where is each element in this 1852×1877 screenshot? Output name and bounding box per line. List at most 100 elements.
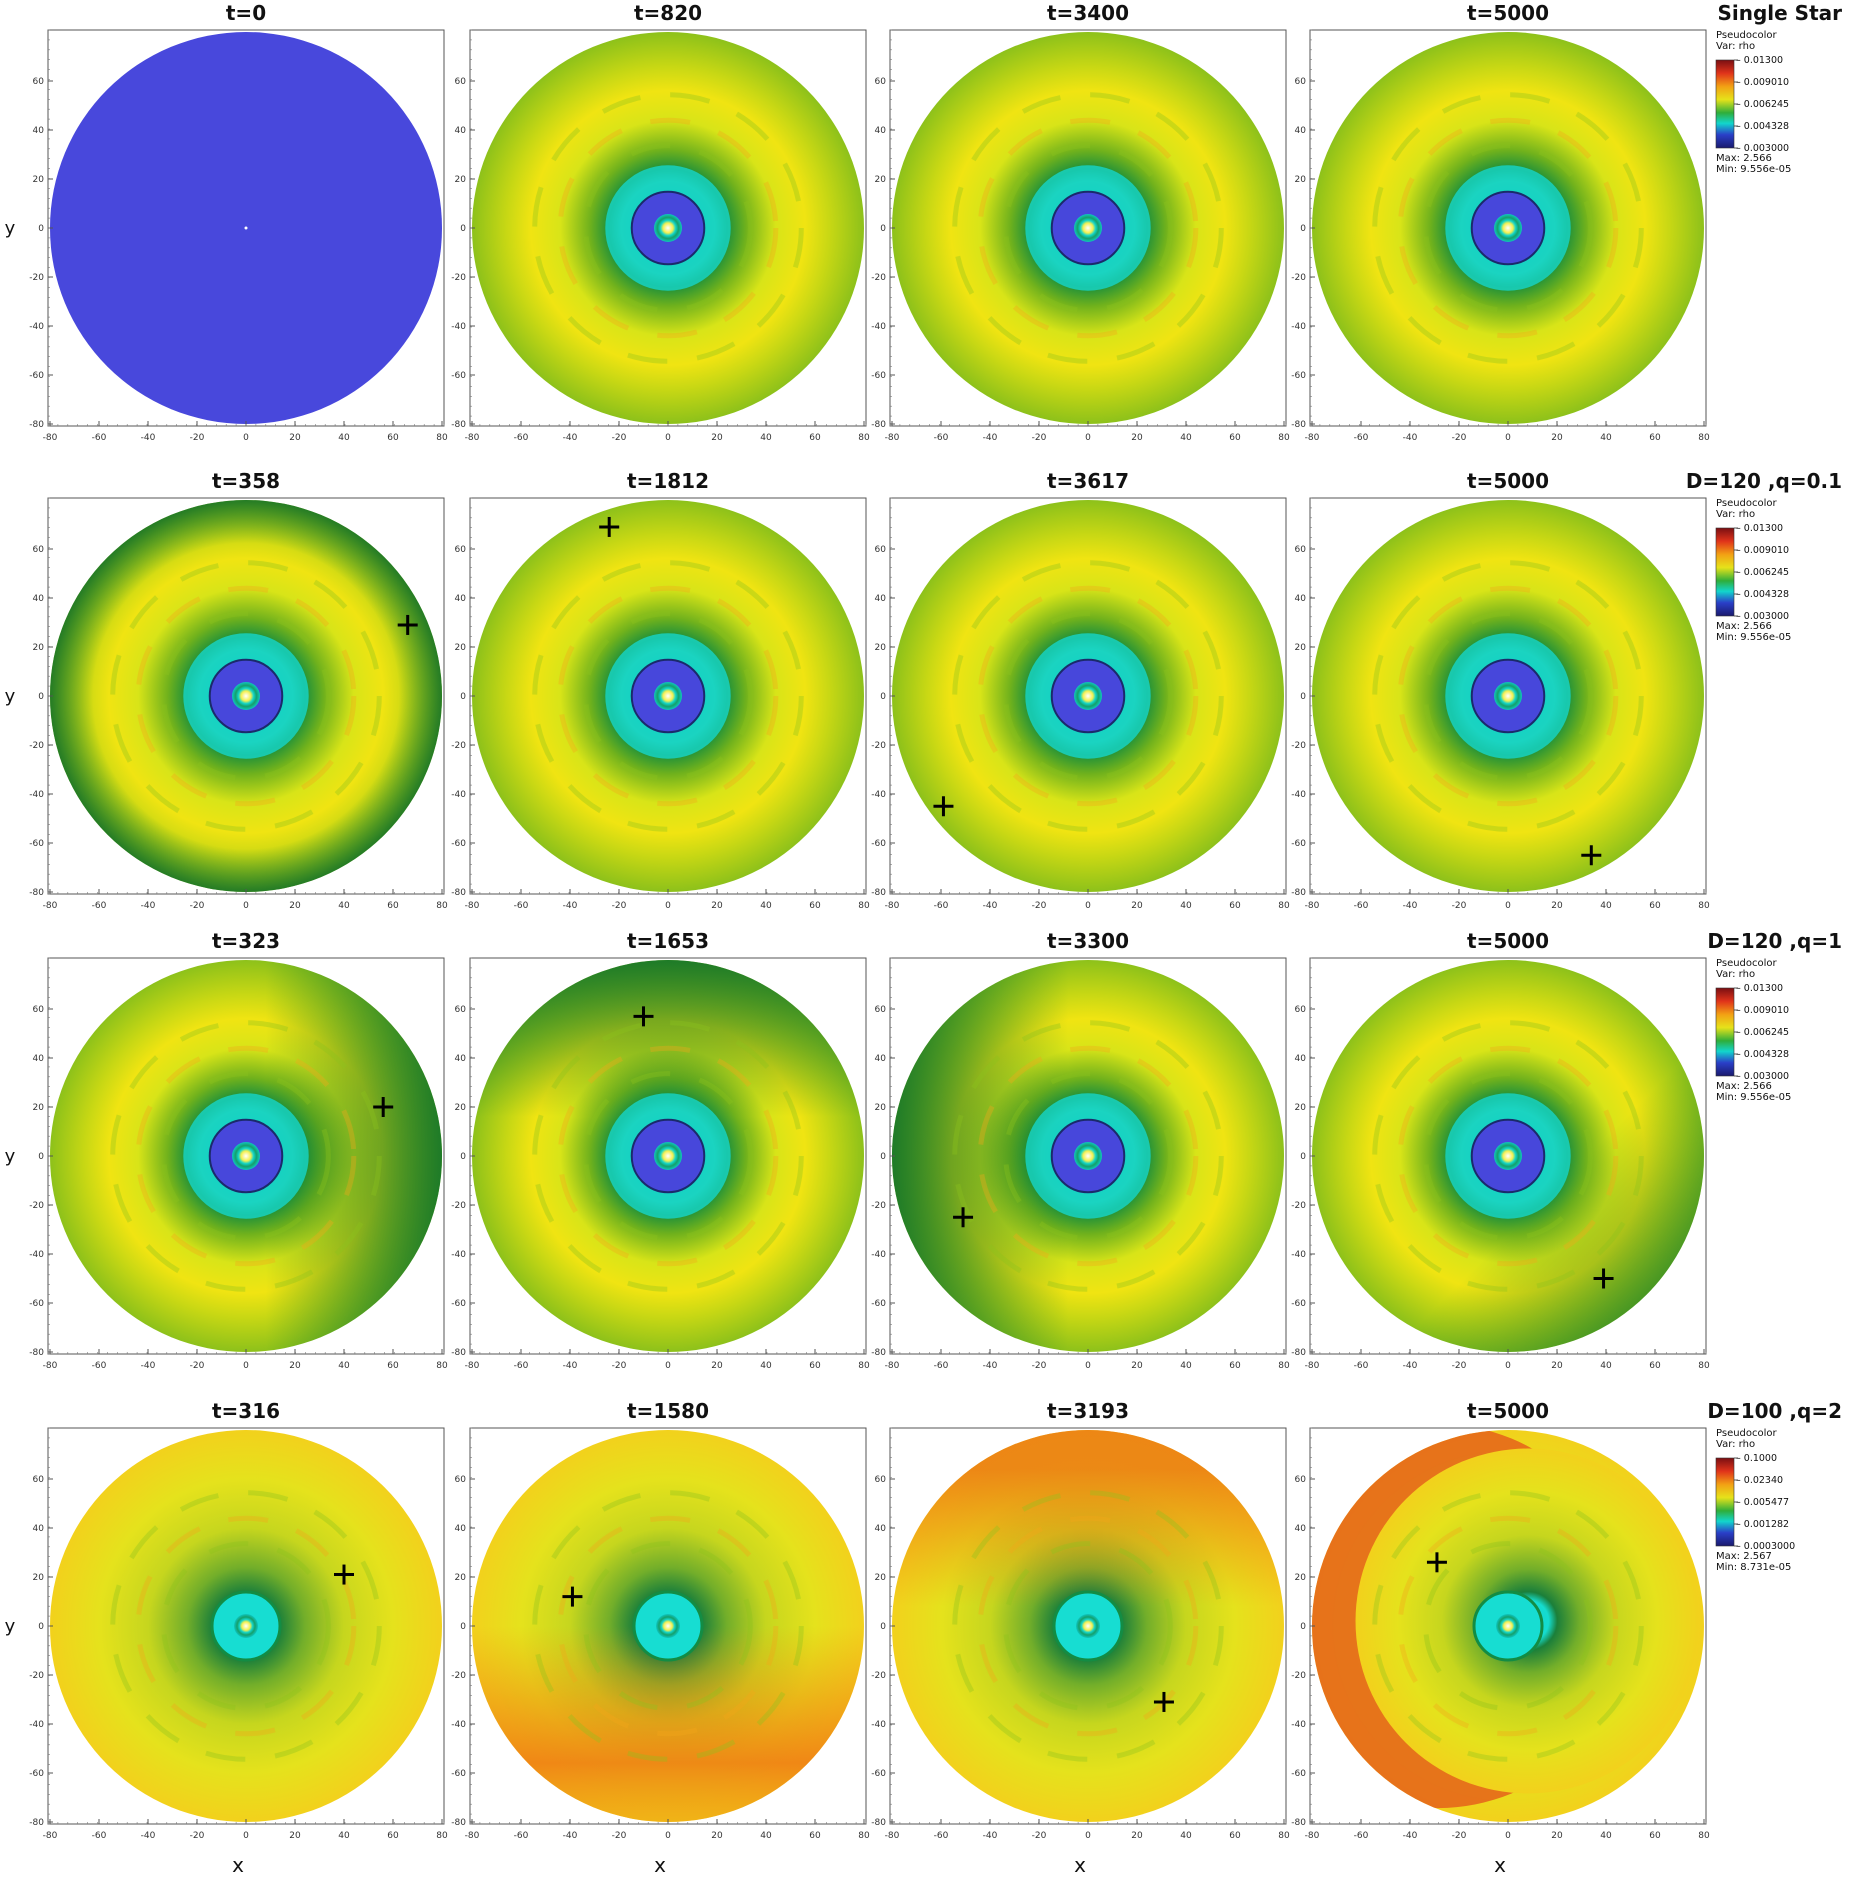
y-tick-label: 20	[1295, 643, 1307, 653]
y-tick-label: -20	[451, 741, 466, 751]
y-tick-label: -80	[871, 1348, 886, 1358]
y-tick-label: 40	[1295, 594, 1307, 604]
x-tick-label: -40	[983, 1361, 998, 1371]
y-tick-label: -80	[451, 1348, 466, 1358]
companion-marker	[1426, 1552, 1447, 1573]
y-tick-label: -60	[871, 1299, 886, 1309]
spiral-feature	[1372, 92, 1644, 364]
colorbar-tick-label: – 0.004328	[1736, 121, 1789, 132]
colorbar-tick-label: – 0.006245	[1736, 567, 1789, 578]
y-tick-label: -60	[451, 1769, 466, 1779]
central-star	[1074, 682, 1102, 710]
y-tick-label: 0	[1300, 692, 1306, 702]
colorbar-tick-label: – 0.009010	[1736, 77, 1789, 88]
y-tick-label: -60	[1291, 371, 1306, 381]
spiral-feature	[135, 1045, 357, 1267]
x-tick-label: -80	[43, 1361, 58, 1371]
y-tick-label: -60	[1291, 1769, 1306, 1779]
x-tick-label: 80	[436, 433, 448, 443]
x-tick-label: -60	[92, 433, 107, 443]
spiral-feature	[977, 117, 1199, 339]
y-tick-label: 60	[875, 77, 887, 87]
spiral-feature	[557, 1045, 779, 1267]
x-tick-label: 40	[338, 1831, 350, 1841]
x-tick-label: -80	[885, 433, 900, 443]
y-tick-label: 20	[1295, 175, 1307, 185]
spiral-feature	[952, 1490, 1224, 1762]
central-star	[1076, 1614, 1100, 1638]
spiral-feature	[1397, 117, 1619, 339]
x-tick-label: -80	[1305, 1361, 1320, 1371]
x-tick-label: -80	[465, 901, 480, 911]
companion-marker	[953, 1207, 974, 1228]
x-tick-label: 40	[760, 1831, 772, 1841]
x-tick-label: -40	[983, 1831, 998, 1841]
legend-variable: Var: rho	[1716, 1439, 1755, 1450]
y-tick-label: 0	[38, 224, 44, 234]
x-tick-label: -20	[190, 1361, 205, 1371]
spiral-feature	[110, 1490, 382, 1762]
spiral-feature	[977, 585, 1199, 807]
x-tick-label: 0	[1085, 1831, 1091, 1841]
spiral-feature	[583, 1071, 753, 1241]
y-tick-label: 40	[33, 1054, 45, 1064]
legend-max: Max: 2.566	[1716, 153, 1772, 164]
central-star	[1074, 1142, 1102, 1170]
spiral-feature	[557, 1515, 779, 1737]
x-tick-label: 20	[1131, 433, 1143, 443]
x-tick-label: 60	[1649, 433, 1661, 443]
x-tick-label: -20	[612, 433, 627, 443]
spiral-feature	[1372, 560, 1644, 832]
x-tick-label: -20	[612, 1831, 627, 1841]
colorbar-tick-label: – 0.1000	[1736, 1453, 1777, 1464]
y-tick-label: -20	[871, 1201, 886, 1211]
y-tick-label: 20	[875, 643, 887, 653]
x-tick-label: 60	[387, 901, 399, 911]
y-tick-label: -20	[871, 273, 886, 283]
y-tick-label: -60	[871, 371, 886, 381]
spiral-feature	[952, 560, 1224, 832]
snapshot-panel: t=820 -80 -60 -40 -20 0 20 40 60 80 60 40 20 0 -20 -40 -…	[451, 1, 870, 443]
y-tick-label: 20	[875, 175, 887, 185]
y-tick-label: -20	[1291, 1671, 1306, 1681]
y-tick-label: 0	[880, 1622, 886, 1632]
y-tick-label: -80	[1291, 888, 1306, 898]
snapshot-panel: t=5000 -80 -60 -40 -20 0 20 40 60 80 60 40 20 0 -20 -40…	[1291, 1, 1710, 443]
spiral-feature	[135, 1515, 357, 1737]
y-tick-label: -80	[1291, 420, 1306, 430]
x-tick-label: 60	[809, 1361, 821, 1371]
x-tick-label: 20	[1551, 1361, 1563, 1371]
companion-marker	[1153, 1691, 1174, 1712]
y-tick-label: -40	[1291, 790, 1306, 800]
y-tick-label: 60	[875, 1005, 887, 1015]
x-tick-label: 0	[243, 901, 249, 911]
x-tick-label: 80	[1698, 1831, 1710, 1841]
y-tick-label: -80	[871, 420, 886, 430]
central-star	[656, 1614, 680, 1638]
y-tick-label: -40	[29, 322, 44, 332]
spiral-feature	[161, 611, 331, 781]
y-tick-label: -20	[29, 1201, 44, 1211]
x-tick-label: 20	[1551, 433, 1563, 443]
colorbar-tick-label: – 0.006245	[1736, 1027, 1789, 1038]
snapshot-panel: t=5000 -80 -60 -40 -20 0 20 40 60 80 60 40 20 0 -20 -40…	[1291, 1399, 1710, 1877]
x-tick-label: 0	[665, 433, 671, 443]
spiral-feature	[532, 1490, 804, 1762]
legend-min: Min: 9.556e-05	[1716, 164, 1791, 175]
spiral-feature	[532, 92, 804, 364]
x-tick-label: 0	[243, 1361, 249, 1371]
x-tick-label: -80	[1305, 433, 1320, 443]
spiral-feature	[1003, 1541, 1173, 1711]
y-tick-label: 40	[875, 594, 887, 604]
legend-max: Max: 2.567	[1716, 1551, 1772, 1562]
x-tick-label: 40	[760, 433, 772, 443]
colorbar-tick-label: – 0.004328	[1736, 1049, 1789, 1060]
y-tick-label: -40	[871, 1720, 886, 1730]
y-tick-label: 20	[33, 643, 45, 653]
y-tick-label: -20	[451, 1671, 466, 1681]
y-tick-label: 60	[1295, 77, 1307, 87]
x-tick-label: -40	[141, 1831, 156, 1841]
y-axis-label: y	[5, 1146, 16, 1167]
y-tick-label: -80	[1291, 1348, 1306, 1358]
companion-marker	[599, 516, 620, 537]
